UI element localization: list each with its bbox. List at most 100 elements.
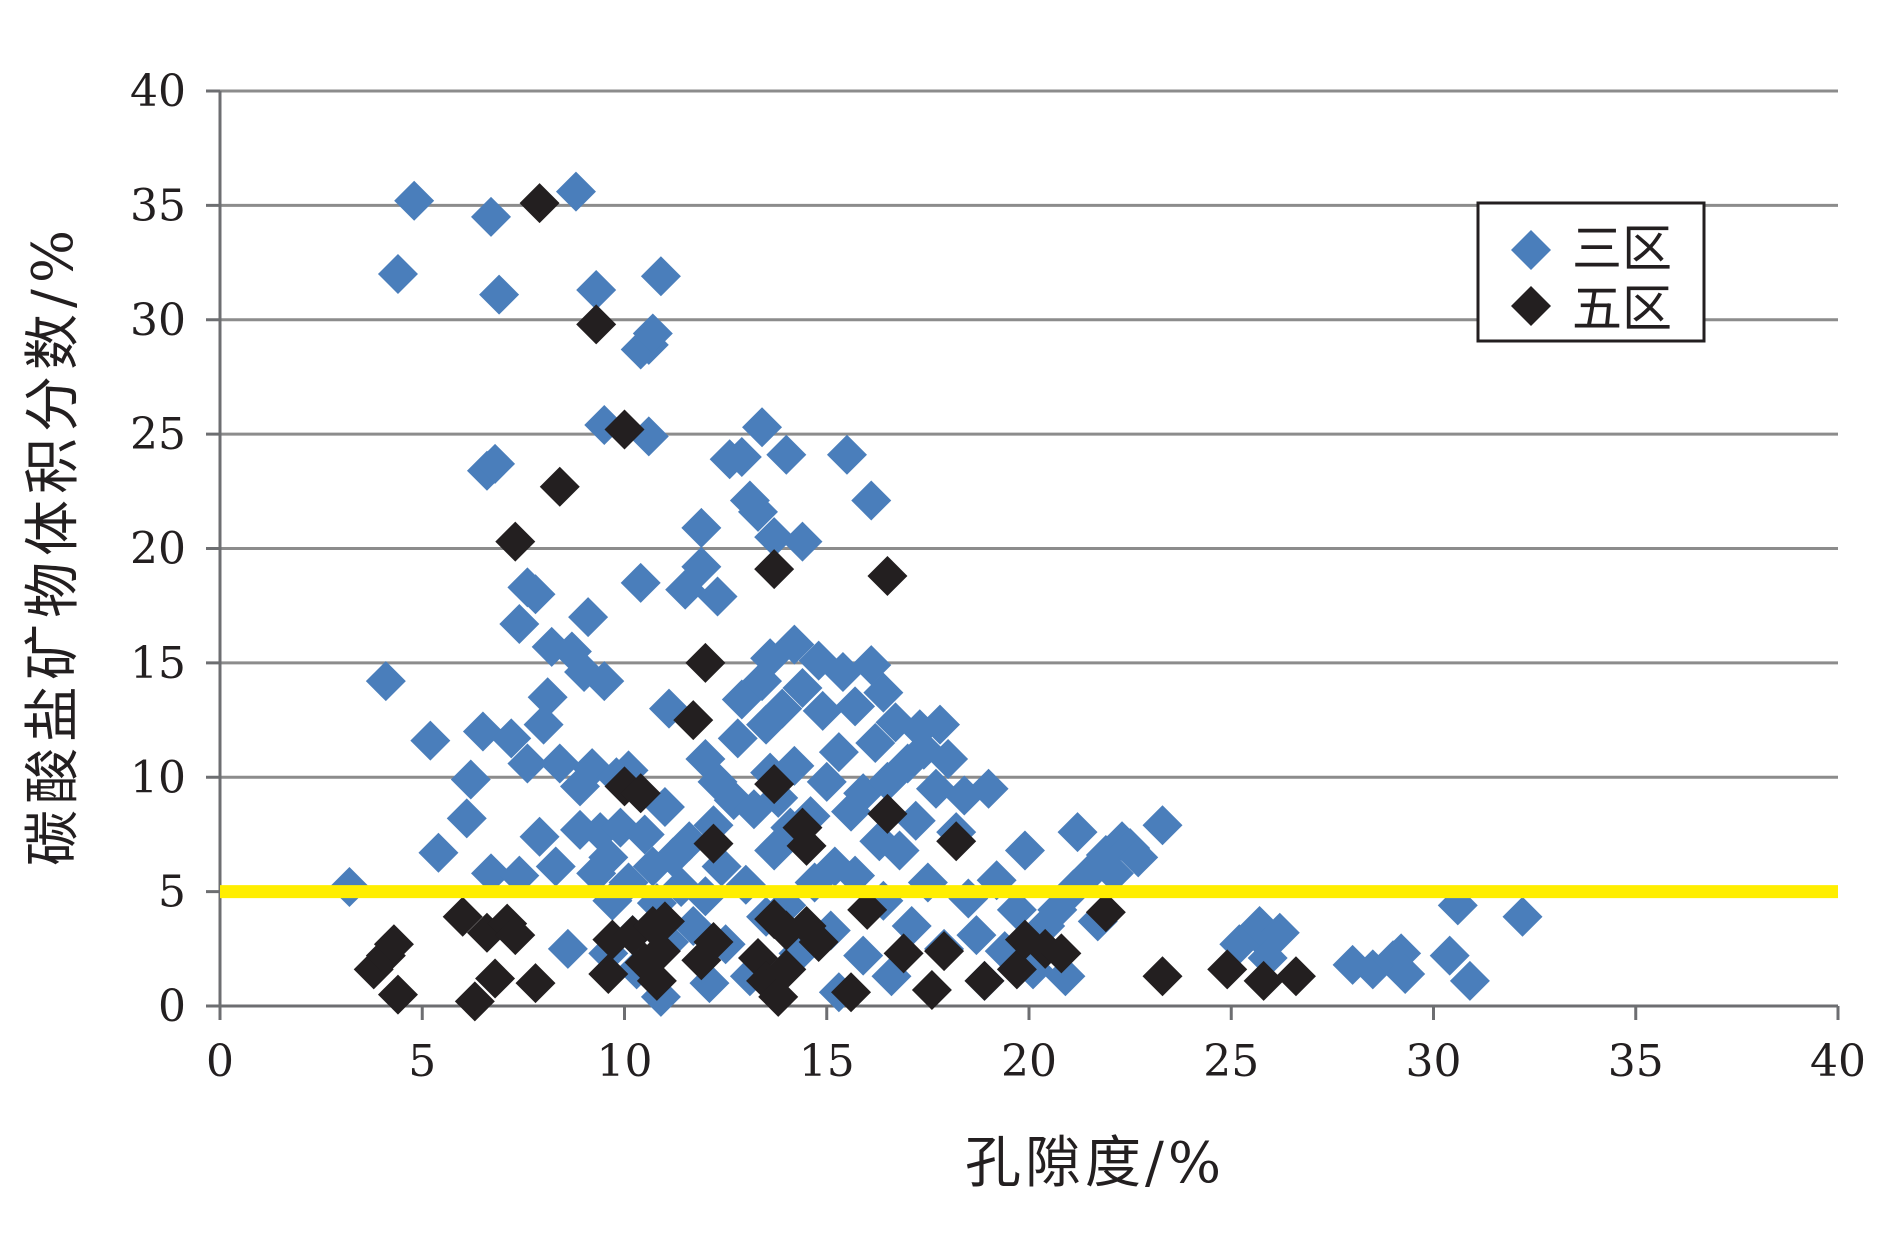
- point-series0-96: [766, 434, 807, 475]
- point-series0-103: [782, 668, 823, 709]
- point-series0-87: [742, 407, 783, 448]
- point-series0-7: [450, 759, 491, 800]
- point-series0-13: [479, 274, 520, 315]
- point-series0-121: [851, 480, 892, 521]
- x-tick-label-40: 40: [1810, 1036, 1866, 1087]
- point-series1-10: [495, 521, 536, 562]
- point-series0-73: [697, 576, 738, 617]
- point-series1-15: [588, 953, 629, 994]
- point-series0-102: [782, 521, 823, 562]
- point-series1-17: [604, 409, 645, 450]
- point-series0-32: [568, 597, 609, 638]
- point-series1-55: [1041, 933, 1082, 974]
- point-series0-85: [737, 491, 778, 532]
- point-series1-33: [754, 764, 795, 805]
- legend: 三区 五区: [1476, 201, 1706, 343]
- point-series1-29: [693, 823, 734, 864]
- x-tick-label-20: 20: [1001, 1036, 1057, 1087]
- point-series0-14: [491, 718, 532, 759]
- x-tick-label-5: 5: [408, 1036, 436, 1087]
- y-tick-label-0: 0: [158, 981, 186, 1032]
- point-series1-51: [964, 960, 1005, 1001]
- point-series0-117: [835, 686, 876, 727]
- point-series1-35: [754, 549, 795, 590]
- point-series0-66: [681, 507, 722, 548]
- point-series0-64: [669, 821, 710, 862]
- point-series1-46: [867, 793, 908, 834]
- point-series1-25: [644, 901, 685, 942]
- point-series0-139: [928, 738, 969, 779]
- point-series0-56: [640, 256, 681, 297]
- x-tick-label-10: 10: [597, 1036, 653, 1087]
- point-series1-58: [1207, 949, 1248, 990]
- point-series0-113: [822, 652, 863, 693]
- legend-label-wuqu: 五区: [1572, 280, 1672, 338]
- point-series1-45: [867, 555, 908, 596]
- point-series0-125: [863, 672, 904, 713]
- point-series0-38: [584, 661, 625, 702]
- point-series0-177: [1502, 896, 1543, 937]
- point-series0-99: [774, 624, 815, 665]
- point-series0-174: [1429, 935, 1470, 976]
- y-tick-label-10: 10: [130, 752, 186, 803]
- point-series1-44: [847, 889, 888, 930]
- series-1: [353, 183, 1316, 1022]
- point-series0-137: [920, 704, 961, 745]
- point-series1-24: [640, 931, 681, 972]
- point-series0-149: [1004, 830, 1045, 871]
- y-tick-label-30: 30: [130, 295, 186, 346]
- point-series1-38: [766, 949, 807, 990]
- point-series1-49: [924, 931, 965, 972]
- point-series0-34: [576, 270, 617, 311]
- point-series1-56: [1085, 892, 1126, 933]
- point-series0-20: [519, 816, 560, 857]
- x-tick-label-0: 0: [206, 1036, 234, 1087]
- point-series0-53: [632, 313, 673, 354]
- point-series1-60: [1275, 956, 1316, 997]
- point-series0-21: [523, 704, 564, 745]
- point-series0-15: [499, 603, 540, 644]
- point-series1-2: [373, 924, 414, 965]
- point-series1-9: [495, 915, 536, 956]
- point-series1-3: [377, 974, 418, 1015]
- point-series1-13: [539, 466, 580, 507]
- point-series0-93: [754, 517, 795, 558]
- point-series0-168: [1259, 912, 1300, 953]
- x-axis-title: 孔隙度/%: [965, 1131, 1225, 1196]
- point-series1-20: [620, 773, 661, 814]
- point-series1-47: [883, 933, 924, 974]
- point-series0-163: [1142, 805, 1183, 846]
- point-series0-95: [762, 688, 803, 729]
- legend-marker-sanqu: [1511, 230, 1551, 270]
- point-series1-26: [673, 700, 714, 741]
- point-series0-28: [555, 171, 596, 212]
- point-series1-28: [685, 642, 726, 683]
- point-series1-14: [576, 304, 617, 345]
- point-series0-19: [515, 574, 556, 615]
- point-series0-25: [535, 846, 576, 887]
- point-series0-22: [527, 677, 568, 718]
- point-series0-6: [446, 798, 487, 839]
- point-series0-8: [462, 711, 503, 752]
- point-series0-162: [1118, 837, 1159, 878]
- y-tick-label-5: 5: [158, 867, 186, 918]
- point-series0-50: [624, 814, 665, 855]
- point-series1-4: [442, 896, 483, 937]
- point-series0-67: [681, 546, 722, 587]
- point-series0-18: [507, 743, 548, 784]
- legend-label-sanqu: 三区: [1572, 220, 1672, 278]
- point-series1-50: [936, 821, 977, 862]
- point-series1-57: [1142, 956, 1183, 997]
- y-tick-label-25: 25: [130, 409, 186, 460]
- x-tick-label-15: 15: [799, 1036, 855, 1087]
- point-series0-1: [365, 661, 406, 702]
- y-tick-label-20: 20: [130, 524, 186, 575]
- point-series1-43: [831, 972, 872, 1013]
- point-series1-48: [911, 969, 952, 1010]
- legend-box: [1476, 201, 1706, 343]
- y-tick-label-35: 35: [130, 180, 186, 231]
- point-series0-143: [956, 915, 997, 956]
- point-series1-30: [693, 921, 734, 962]
- point-series1-42: [798, 921, 839, 962]
